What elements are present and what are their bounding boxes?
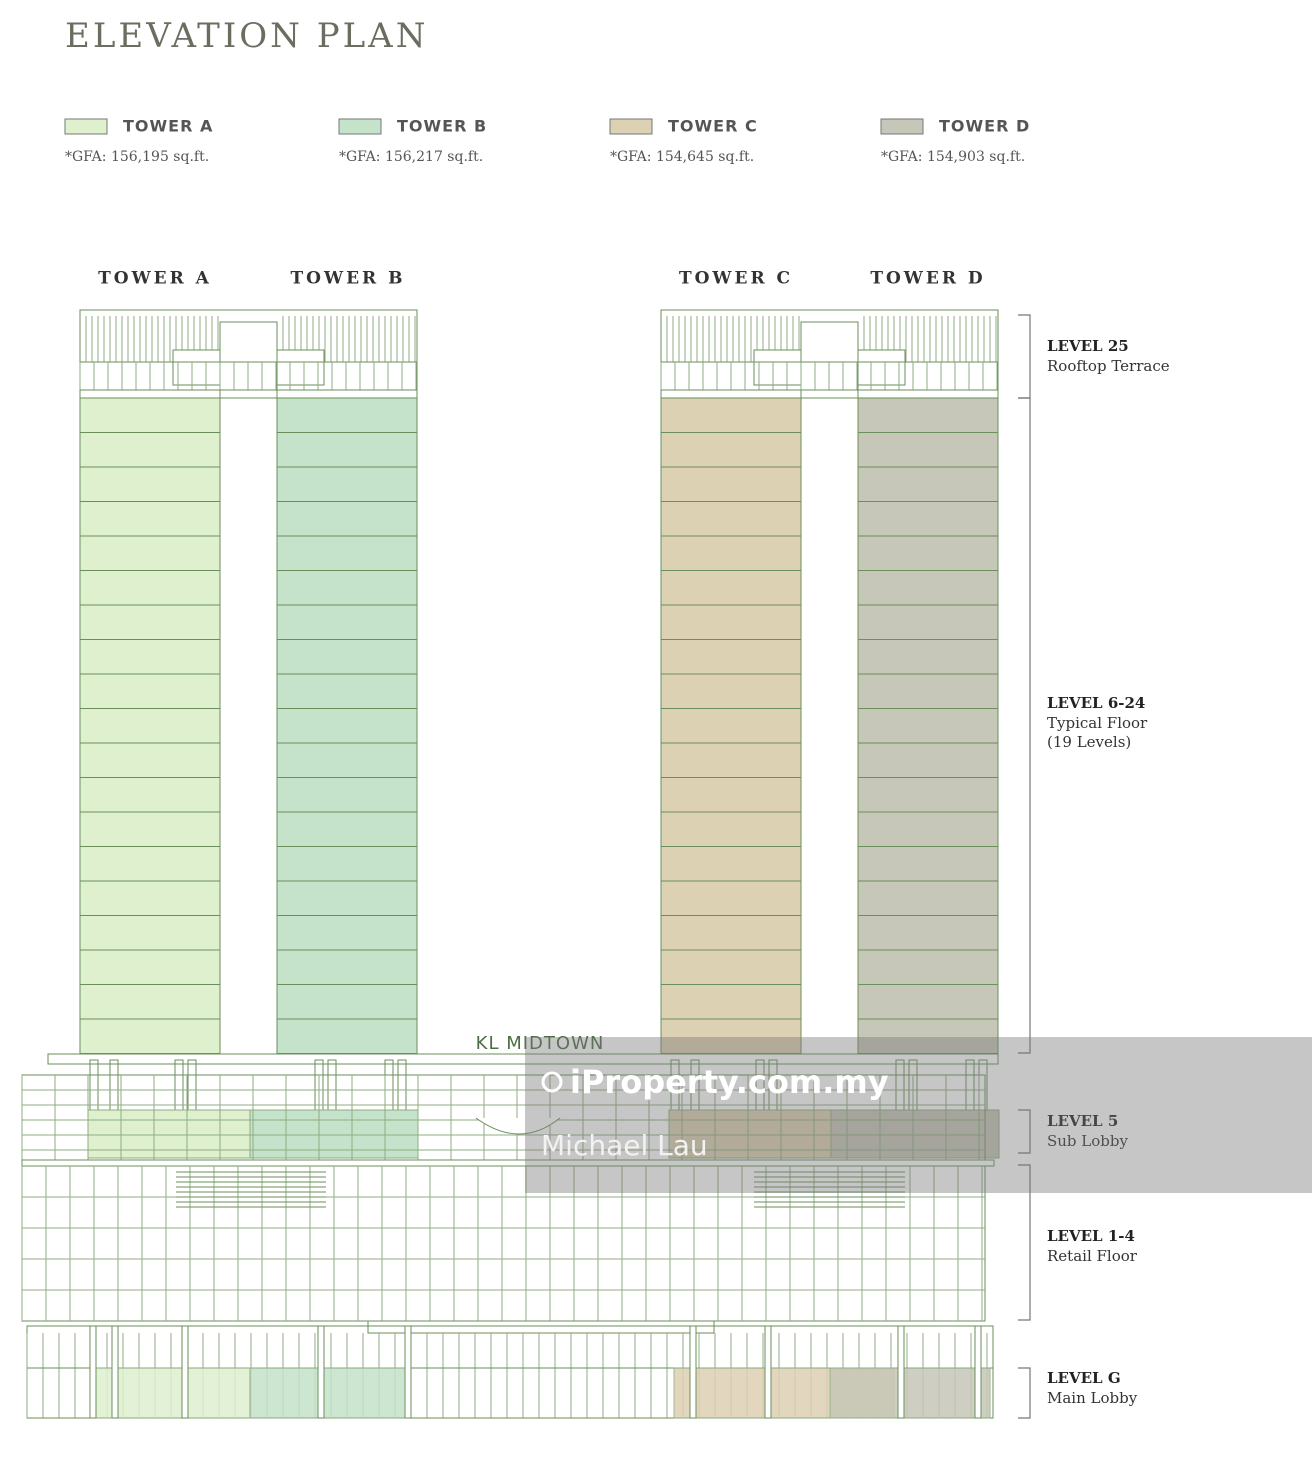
watermark-agent: Michael Lau <box>541 1129 708 1162</box>
block <box>249 1109 419 1159</box>
legend-swatch <box>609 118 653 135</box>
block <box>857 349 906 386</box>
level-name: LEVEL 5 <box>1047 1112 1118 1130</box>
block <box>276 397 418 1055</box>
level-name: LEVEL 6-24 <box>1047 694 1145 712</box>
level-name: LEVEL G <box>1047 1369 1121 1387</box>
legend-name: TOWER D <box>939 117 1030 136</box>
block <box>111 1325 119 1419</box>
block <box>79 397 221 1055</box>
legend-note: *GFA: 156,217 sq.ft. <box>339 149 483 165</box>
legend-swatch <box>64 118 108 135</box>
block <box>89 1325 97 1419</box>
level-name: LEVEL 1-4 <box>1047 1227 1135 1245</box>
watermark-brand: iProperty.com.my <box>570 1063 889 1101</box>
watermark-icon <box>541 1071 563 1093</box>
legend-swatch <box>338 118 382 135</box>
legend-name: TOWER B <box>397 117 487 136</box>
level-bracket <box>1018 1109 1031 1154</box>
level-desc: Rooftop Terrace <box>1047 357 1170 375</box>
building-sign: KL MIDTOWN <box>476 1033 605 1054</box>
block <box>94 1367 251 1419</box>
level-desc: Typical Floor <box>1047 714 1148 732</box>
block <box>974 1325 982 1419</box>
tower-label: TOWER A <box>98 269 212 289</box>
level-desc: Main Lobby <box>1047 1389 1138 1407</box>
watermark-box <box>525 1037 1312 1193</box>
block <box>764 1325 772 1419</box>
tower-label: TOWER D <box>870 269 985 289</box>
block <box>753 349 802 386</box>
block <box>181 1325 189 1419</box>
canopy <box>475 1117 561 1135</box>
block <box>317 1325 325 1419</box>
block <box>800 397 859 1055</box>
block <box>47 1053 999 1065</box>
legend-swatch <box>880 118 924 135</box>
block <box>857 397 999 1055</box>
level-bracket <box>1018 1164 1031 1321</box>
title: ELEVATION PLAN <box>65 16 428 56</box>
block <box>219 397 278 1055</box>
level-name: LEVEL 25 <box>1047 337 1129 355</box>
level-bracket <box>1018 314 1031 399</box>
block <box>897 1325 905 1419</box>
tower-label: TOWER B <box>291 269 406 289</box>
level-desc: (19 Levels) <box>1047 733 1131 751</box>
legend-note: *GFA: 154,645 sq.ft. <box>610 149 754 165</box>
block <box>276 349 325 386</box>
block <box>249 1367 406 1419</box>
level-bracket <box>1018 1367 1031 1419</box>
block <box>172 349 221 386</box>
tower-label: TOWER C <box>679 269 793 289</box>
legend-note: *GFA: 154,903 sq.ft. <box>881 149 1025 165</box>
block <box>404 1325 412 1419</box>
level-desc: Sub Lobby <box>1047 1132 1129 1150</box>
legend-name: TOWER C <box>668 117 758 136</box>
level-bracket <box>1018 397 1031 1054</box>
level-desc: Retail Floor <box>1047 1247 1138 1265</box>
block <box>660 397 802 1055</box>
legend-note: *GFA: 156,195 sq.ft. <box>65 149 209 165</box>
block <box>689 1325 697 1419</box>
legend-name: TOWER A <box>123 117 213 136</box>
block <box>367 1320 715 1334</box>
block <box>829 1367 991 1419</box>
